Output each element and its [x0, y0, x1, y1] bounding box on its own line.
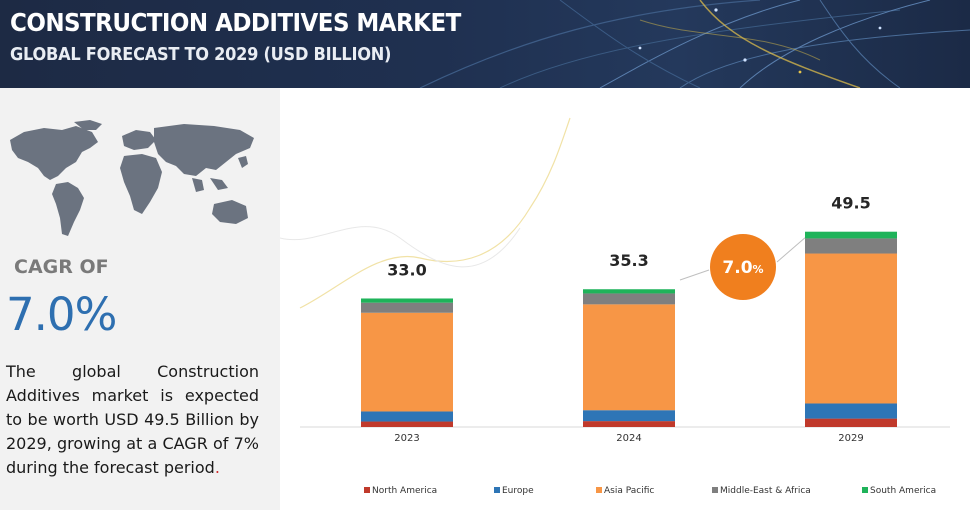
- bar-2024-asia-pacific: [583, 304, 675, 411]
- legend-label-europe: Europe: [502, 486, 534, 496]
- world-map-icon: [10, 120, 254, 236]
- total-label-2029: 49.5: [831, 194, 870, 213]
- legend-label-middle-east-africa: Middle-East & Africa: [720, 486, 811, 496]
- cagr-connector-line: [679, 237, 806, 281]
- bar-2029-north-america: [805, 418, 897, 427]
- bar-2029-asia-pacific: [805, 253, 897, 404]
- bar-2024-north-america: [583, 421, 675, 427]
- legend-swatch-asia-pacific: [596, 487, 602, 493]
- bar-2029-europe: [805, 403, 897, 419]
- legend-swatch-middle-east-africa: [712, 487, 718, 493]
- network-lines-decoration: [419, 0, 970, 88]
- bars-group: [361, 231, 897, 427]
- decorative-curve: [299, 117, 571, 309]
- legend-swatch-south-america: [862, 487, 868, 493]
- bar-2023-south-america: [361, 298, 453, 303]
- bar-2023-middle-east-africa: [361, 302, 453, 313]
- x-tick-label-2029: 2029: [838, 433, 863, 444]
- legend-swatch-europe: [494, 487, 500, 493]
- total-label-2023: 33.0: [387, 260, 426, 279]
- page-title: CONSTRUCTION ADDITIVES MARKET: [10, 8, 461, 37]
- labels-group: 33.0 2023 35.3 2024 49.5 2029 7.0%: [387, 194, 870, 444]
- legend-label-asia-pacific: Asia Pacific: [604, 486, 654, 496]
- x-tick-label-2024: 2024: [616, 433, 641, 444]
- bar-2029-middle-east-africa: [805, 238, 897, 254]
- x-tick-label-2023: 2023: [394, 433, 419, 444]
- summary-panel: CAGR OF 7.0% The global Construction Add…: [0, 88, 280, 510]
- bar-2024-europe: [583, 410, 675, 422]
- cagr-bubble: [710, 234, 776, 300]
- decorative-curve-secondary: [280, 226, 521, 268]
- cagr-value: 7.0%: [6, 288, 117, 341]
- bar-2024-south-america: [583, 289, 675, 294]
- legend-swatch-north-america: [364, 487, 370, 493]
- description-period: .: [214, 458, 220, 477]
- legend-label-south-america: South America: [870, 486, 936, 496]
- legend: North America Europe Asia Pacific Middle-Ea…: [364, 486, 936, 496]
- bar-2029-south-america: [805, 231, 897, 239]
- cagr-label: CAGR OF: [14, 256, 109, 278]
- bar-2024-middle-east-africa: [583, 293, 675, 305]
- cagr-bubble-label: 7.0%: [722, 258, 763, 278]
- total-label-2024: 35.3: [609, 251, 648, 270]
- bar-2023-north-america: [361, 421, 453, 427]
- bar-2023-europe: [361, 411, 453, 422]
- page-subtitle: GLOBAL FORECAST TO 2029 (USD BILLION): [10, 44, 392, 65]
- market-description-text: The global Construction Additives market…: [6, 362, 259, 477]
- header-banner: CONSTRUCTION ADDITIVES MARKET GLOBAL FOR…: [0, 0, 970, 88]
- legend-label-north-america: North America: [372, 486, 437, 496]
- market-description: The global Construction Additives market…: [6, 360, 259, 480]
- stacked-bar-chart: 33.0 2023 35.3 2024 49.5 2029 7.0% North Ameri…: [280, 117, 950, 496]
- bar-2023-asia-pacific: [361, 312, 453, 412]
